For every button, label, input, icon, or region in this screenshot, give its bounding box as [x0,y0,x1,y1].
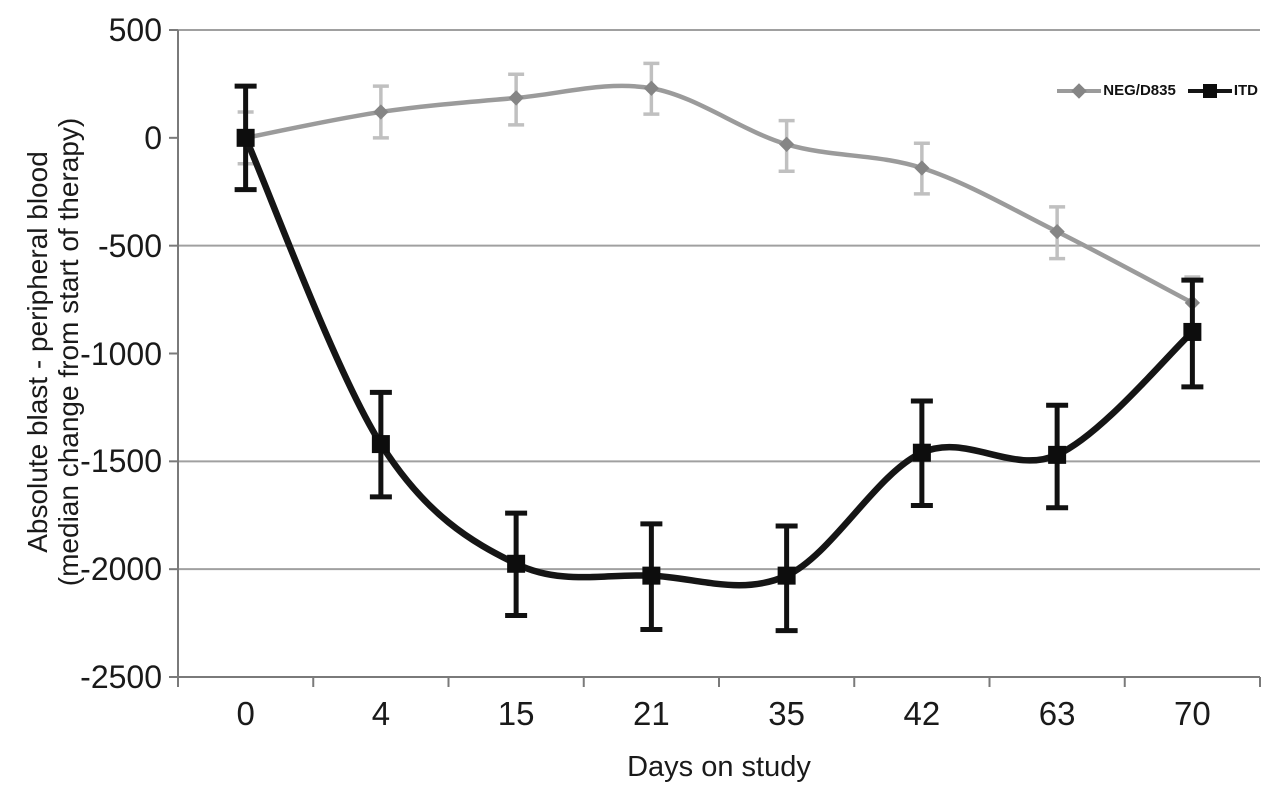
x-tick-label: 0 [236,695,255,732]
legend-line-neg [1057,82,1102,99]
x-tick-label: 63 [1038,695,1076,732]
square-marker-icon [1048,445,1067,464]
diamond-marker-icon [373,104,389,120]
y-tick-label: -2500 [80,659,162,695]
series-line-NEG/D835 [243,83,1195,306]
legend-label-itd: ITD [1233,82,1258,99]
square-marker-icon [1202,83,1217,98]
diamond-marker-icon [1071,82,1088,99]
legend-item-neg-d835: NEG/D835 [1057,82,1176,99]
y-tick-label: -2000 [80,551,162,588]
y-tick-label: 0 [144,119,162,156]
square-marker-icon [642,566,661,585]
diamond-marker-icon [778,136,795,152]
x-tick-label: 15 [497,695,535,732]
diamond-marker-icon [1049,224,1065,240]
legend-line-itd [1187,83,1232,98]
series-line-ITD [242,134,1196,589]
square-marker-icon [1183,322,1202,341]
square-marker-icon [777,566,796,585]
x-axis-title: Days on study [627,751,811,783]
x-tick-label: 42 [903,695,941,732]
diamond-marker-icon [914,160,930,176]
y-tick-label: -1500 [80,443,162,480]
y-axis-title-line2: (median change from start of therapy) [53,117,84,587]
x-tick-label: 35 [768,695,805,732]
legend-item-itd: ITD [1187,82,1258,99]
y-tick-label: -500 [97,227,162,264]
square-marker-icon [236,128,255,147]
y-tick-label: 500 [108,12,162,48]
square-marker-icon [507,554,526,573]
x-tick-label: 70 [1174,695,1211,732]
square-marker-icon [371,435,390,454]
y-tick-label: -1000 [80,335,162,372]
diamond-marker-icon [508,90,524,106]
legend-label-neg: NEG/D835 [1103,82,1176,99]
legend: NEG/D835 ITD [1057,82,1258,99]
square-marker-icon [912,443,931,462]
x-tick-label: 4 [371,695,391,732]
diamond-marker-icon [643,80,660,96]
x-tick-label: 21 [633,695,670,732]
y-axis-title-line1: Absolute blast - peripheral blood [22,151,53,553]
y-axis-title: Absolute blast - peripheral blood (media… [22,118,84,586]
